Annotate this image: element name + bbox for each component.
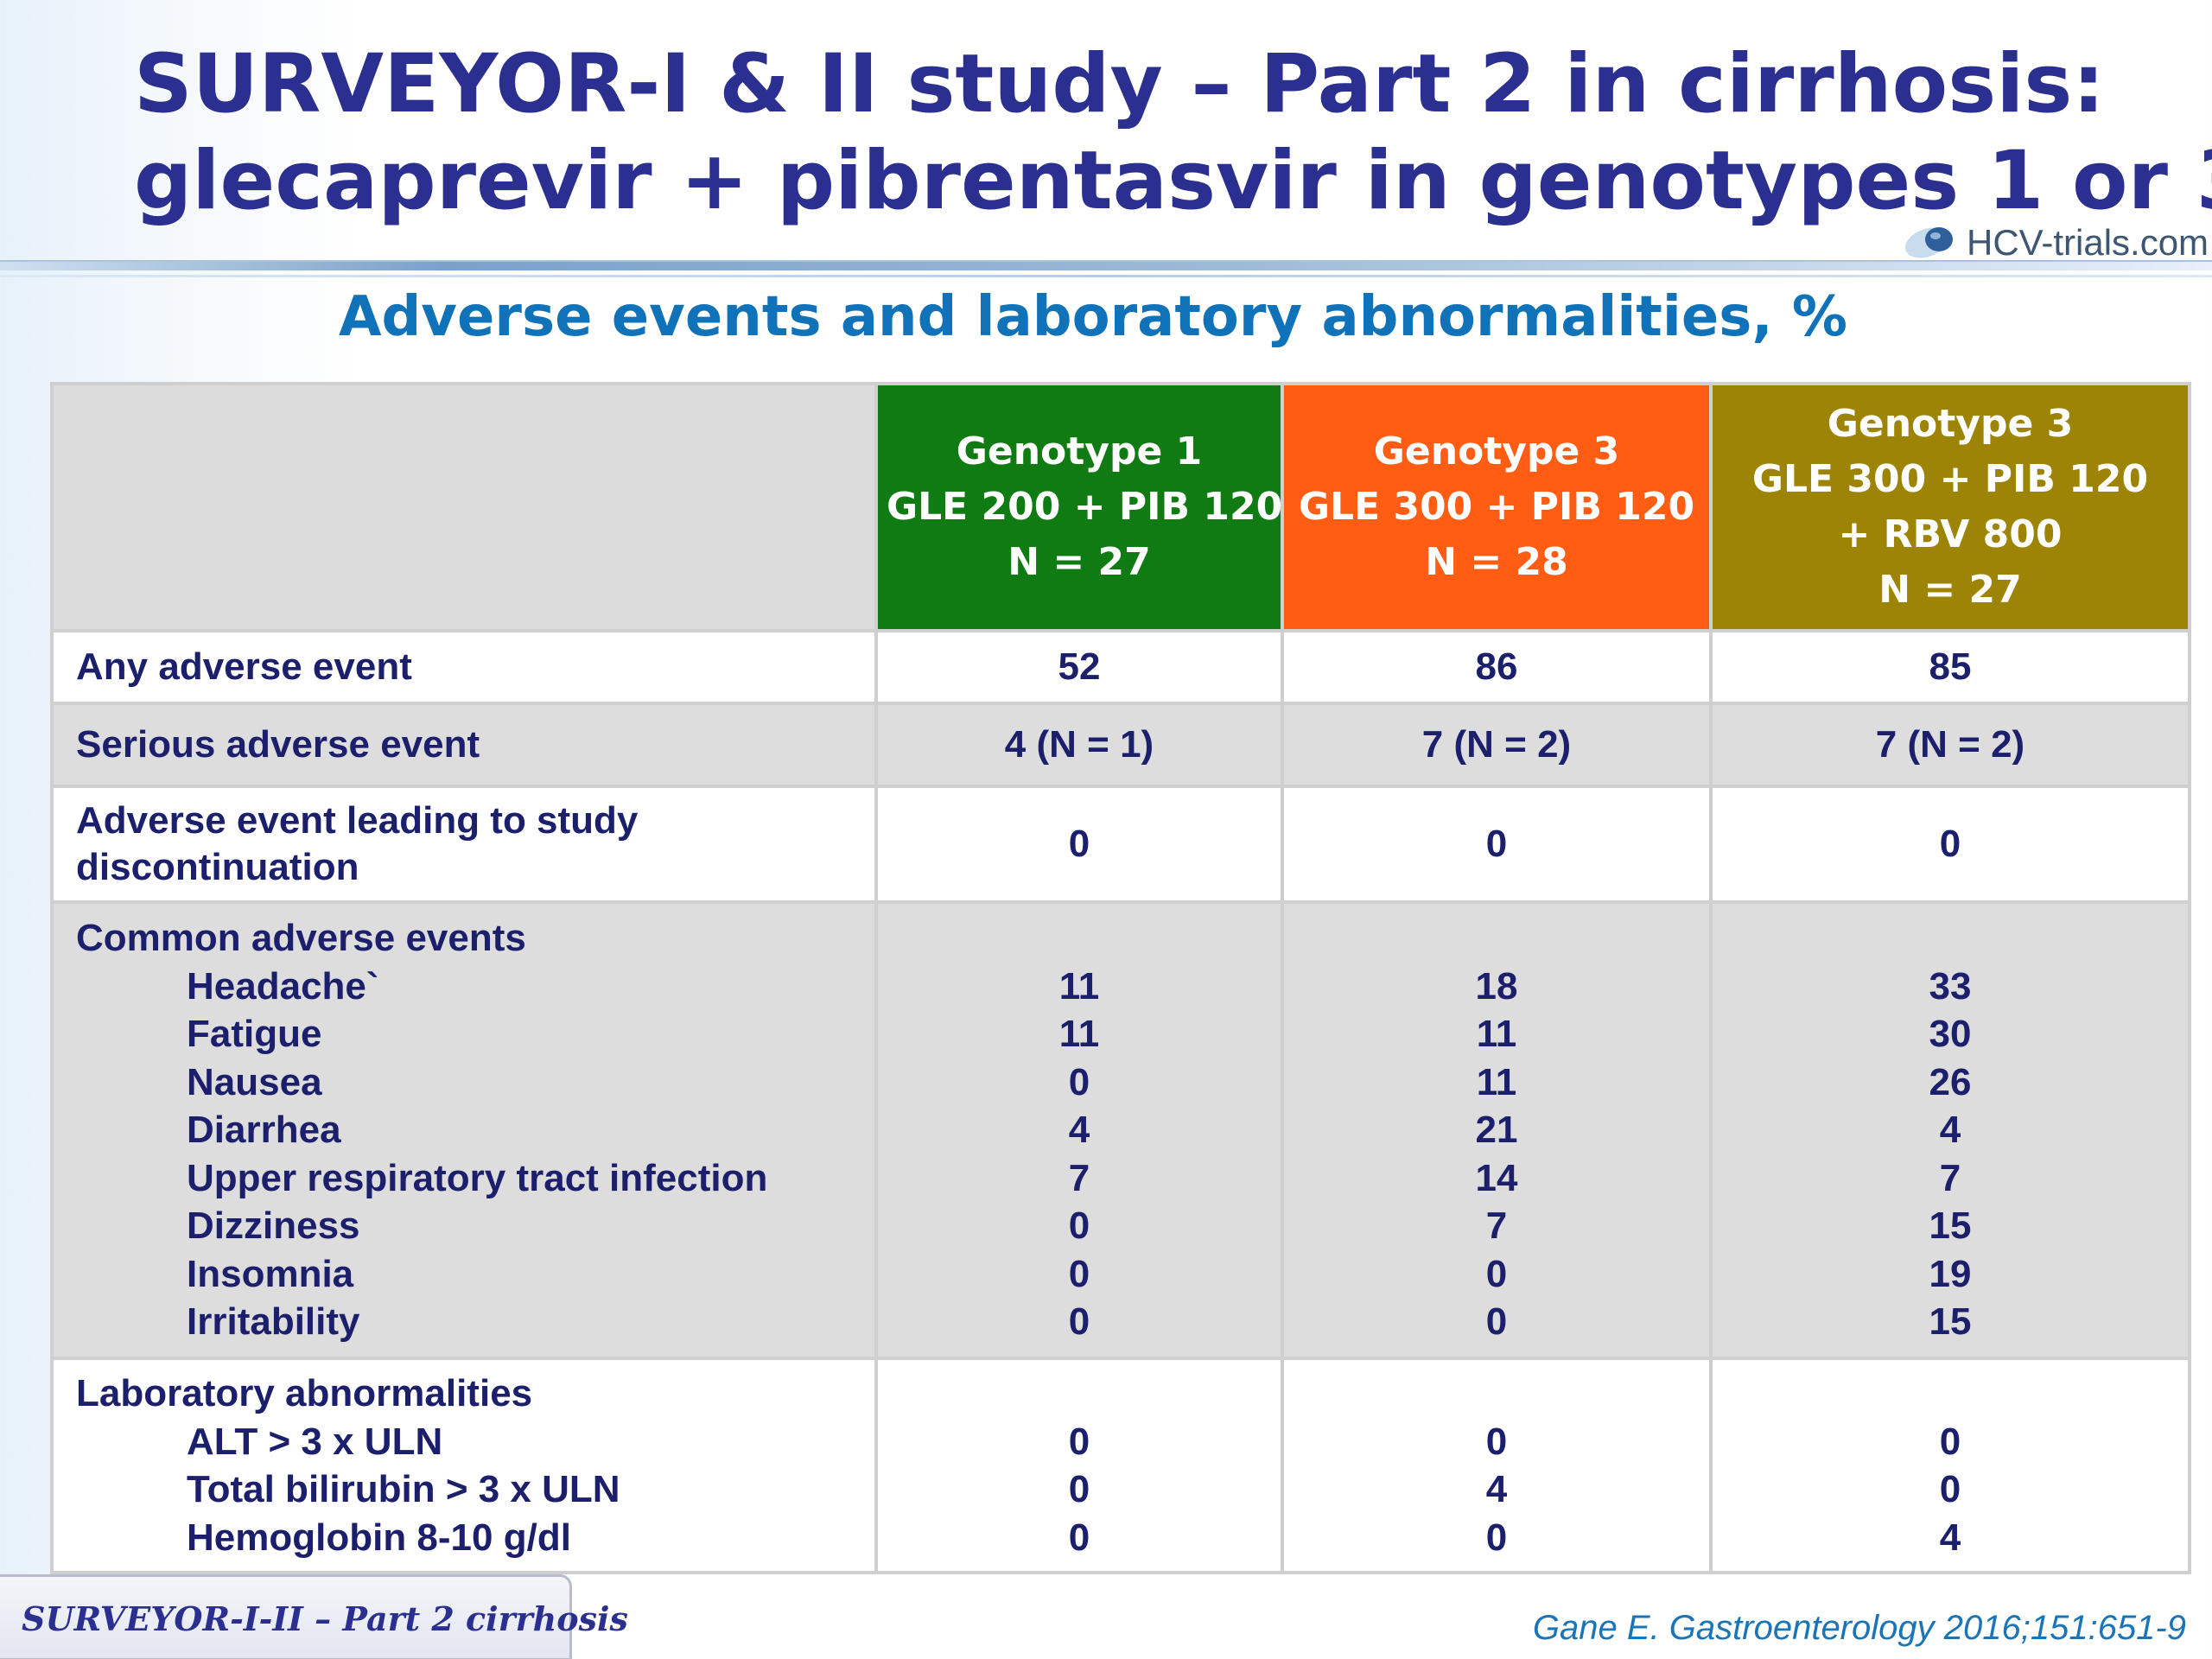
list-item: Fatigue	[187, 1013, 322, 1056]
adverse-events-table: Genotype 1 GLE 200 + PIB 120 N = 27 Geno…	[50, 382, 2191, 1574]
table-cell: 85	[1709, 629, 2191, 705]
list-item: Total bilirubin > 3 x ULN	[187, 1468, 620, 1510]
list-item: Insomnia	[187, 1252, 354, 1295]
group-heading: Common adverse events	[76, 917, 526, 960]
table-cell: 7 (N = 2)	[1281, 702, 1713, 788]
table-cell: 11 11 0 4 7 0 0 0	[874, 900, 1284, 1360]
table-header-row: Genotype 1 GLE 200 + PIB 120 N = 27 Geno…	[50, 382, 2191, 632]
list-item: Headache`	[187, 964, 379, 1007]
table-cell: 4 (N = 1)	[874, 702, 1284, 788]
table-cell: 0	[874, 785, 1284, 904]
list-item: Irritability	[187, 1300, 360, 1344]
header-blank-cell	[50, 382, 878, 632]
citation: Gane E. Gastroenterology 2016;151:651-9	[1532, 1609, 2186, 1647]
row-label: Common adverse events Headache` Fatigue …	[50, 900, 878, 1360]
table-row: Any adverse event 52 86 85	[50, 629, 2191, 705]
slide-title: SURVEYOR-I & II study – Part 2 in cirrho…	[134, 36, 2212, 230]
column-header-genotype3-rbv: Genotype 3 GLE 300 + PIB 120 + RBV 800 N…	[1709, 382, 2191, 632]
study-tag: SURVEYOR-I-II – Part 2 cirrhosis	[0, 1574, 628, 1659]
row-label: Any adverse event	[50, 629, 878, 705]
list-item: Dizziness	[187, 1205, 360, 1248]
logo-text: HCV-trials.com	[1967, 222, 2209, 263]
table-cell: 86	[1281, 629, 1713, 705]
slide-subtitle: Adverse events and laboratory abnormalit…	[338, 285, 1848, 349]
table-cell: 0 0 4	[1709, 1357, 2191, 1574]
column-header-genotype1: Genotype 1 GLE 200 + PIB 120 N = 27	[874, 382, 1284, 632]
list-item: ALT > 3 x ULN	[187, 1420, 443, 1463]
table-row: Serious adverse event 4 (N = 1) 7 (N = 2…	[50, 702, 2191, 788]
table-cell: 0 4 0	[1281, 1357, 1713, 1574]
column-header-genotype3: Genotype 3 GLE 300 + PIB 120 N = 28	[1281, 382, 1713, 632]
table-row-laboratory-abnormalities: Laboratory abnormalities ALT > 3 x ULN T…	[50, 1357, 2191, 1574]
list-item: Nausea	[187, 1060, 322, 1103]
capsule-icon	[1901, 217, 1961, 269]
title-line-2: glecaprevir + pibrentasvir in genotypes …	[134, 134, 2212, 228]
row-label: Laboratory abnormalities ALT > 3 x ULN T…	[50, 1357, 878, 1574]
hcv-trials-logo: HCV-trials.com	[1901, 214, 2209, 271]
header-divider-thin	[0, 275, 2212, 277]
title-line-1: SURVEYOR-I & II study – Part 2 in cirrho…	[134, 37, 2105, 131]
header-divider	[0, 260, 2212, 270]
table-cell: 18 11 11 21 14 7 0 0	[1281, 900, 1713, 1360]
table-row-common-adverse-events: Common adverse events Headache` Fatigue …	[50, 900, 2191, 1360]
table-cell: 7 (N = 2)	[1709, 702, 2191, 788]
list-item: Upper respiratory tract infection	[187, 1156, 768, 1199]
row-label: Serious adverse event	[50, 702, 878, 788]
table-cell: 52	[874, 629, 1284, 705]
table-cell: 0 0 0	[874, 1357, 1284, 1574]
group-heading: Laboratory abnormalities	[76, 1372, 533, 1414]
table-cell: 33 30 26 4 7 15 19 15	[1709, 900, 2191, 1360]
list-item: Diarrhea	[187, 1109, 341, 1152]
table-cell: 0	[1281, 785, 1713, 904]
table-cell: 0	[1709, 785, 2191, 904]
row-label: Adverse event leading to study discontin…	[50, 785, 878, 904]
list-item: Hemoglobin 8-10 g/dl	[187, 1516, 571, 1559]
table-row: Adverse event leading to study discontin…	[50, 785, 2191, 904]
